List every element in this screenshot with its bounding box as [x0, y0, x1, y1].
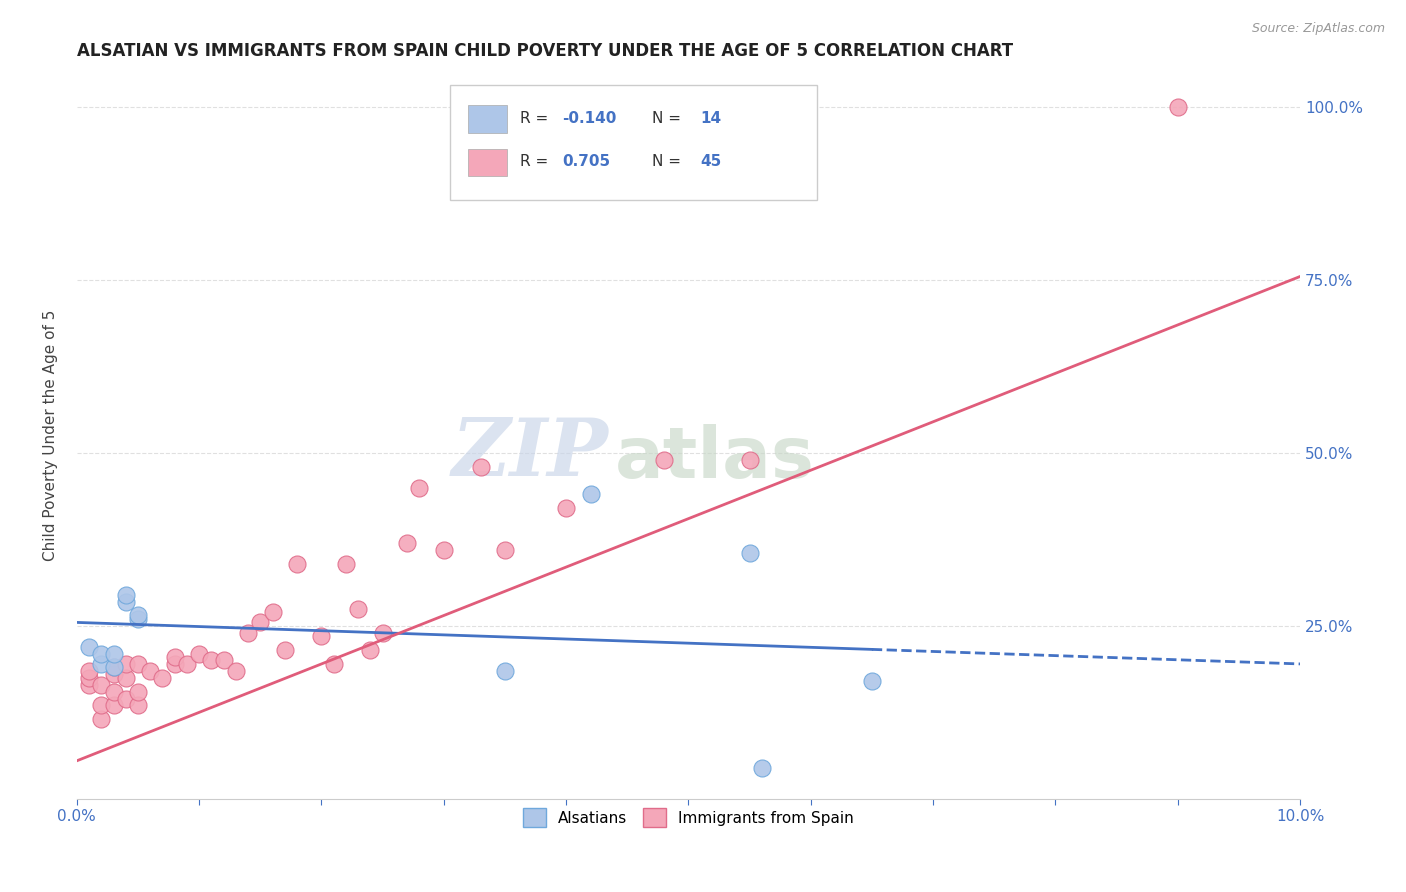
- Point: [335, 557, 357, 571]
- Point: [114, 691, 136, 706]
- Point: [163, 657, 186, 671]
- Text: R =: R =: [520, 154, 553, 169]
- FancyBboxPatch shape: [450, 85, 817, 200]
- Point: [103, 667, 125, 681]
- Point: [77, 671, 100, 685]
- Point: [188, 647, 211, 661]
- Text: N =: N =: [652, 111, 686, 126]
- Point: [77, 664, 100, 678]
- Point: [90, 657, 112, 671]
- Point: [433, 542, 456, 557]
- Point: [322, 657, 344, 671]
- Point: [90, 647, 112, 661]
- Point: [77, 640, 100, 654]
- Point: [579, 487, 602, 501]
- Point: [225, 664, 247, 678]
- Point: [90, 712, 112, 726]
- Text: Source: ZipAtlas.com: Source: ZipAtlas.com: [1251, 22, 1385, 36]
- Text: -0.140: -0.140: [562, 111, 617, 126]
- FancyBboxPatch shape: [468, 149, 508, 177]
- Point: [127, 698, 149, 713]
- Point: [652, 453, 675, 467]
- Point: [114, 588, 136, 602]
- Text: 0.705: 0.705: [562, 154, 610, 169]
- Point: [90, 698, 112, 713]
- Point: [103, 698, 125, 713]
- Point: [114, 657, 136, 671]
- Text: ZIP: ZIP: [453, 415, 609, 492]
- Point: [347, 601, 370, 615]
- Point: [200, 653, 222, 667]
- Point: [396, 536, 419, 550]
- Point: [114, 595, 136, 609]
- Point: [127, 608, 149, 623]
- Point: [127, 684, 149, 698]
- Point: [103, 684, 125, 698]
- Point: [103, 660, 125, 674]
- Point: [163, 650, 186, 665]
- Point: [77, 678, 100, 692]
- Point: [494, 542, 516, 557]
- Point: [285, 557, 308, 571]
- Point: [751, 761, 773, 775]
- Point: [1167, 100, 1189, 114]
- Point: [262, 605, 284, 619]
- Point: [90, 678, 112, 692]
- Text: R =: R =: [520, 111, 553, 126]
- Point: [127, 612, 149, 626]
- Point: [103, 647, 125, 661]
- Point: [738, 453, 761, 467]
- Point: [127, 657, 149, 671]
- Text: atlas: atlas: [614, 425, 815, 493]
- Point: [311, 629, 333, 643]
- Point: [152, 671, 174, 685]
- Point: [371, 625, 394, 640]
- Point: [359, 643, 381, 657]
- Point: [738, 546, 761, 560]
- Point: [212, 653, 235, 667]
- Point: [470, 459, 492, 474]
- Point: [176, 657, 198, 671]
- Point: [114, 671, 136, 685]
- Point: [860, 674, 883, 689]
- Y-axis label: Child Poverty Under the Age of 5: Child Poverty Under the Age of 5: [44, 310, 58, 561]
- Point: [139, 664, 162, 678]
- Legend: Alsatians, Immigrants from Spain: Alsatians, Immigrants from Spain: [516, 801, 862, 835]
- Text: 45: 45: [700, 154, 721, 169]
- Point: [274, 643, 297, 657]
- Point: [555, 501, 578, 516]
- Text: 14: 14: [700, 111, 721, 126]
- Point: [408, 481, 430, 495]
- Point: [103, 660, 125, 674]
- Point: [249, 615, 271, 630]
- Point: [236, 625, 259, 640]
- Text: ALSATIAN VS IMMIGRANTS FROM SPAIN CHILD POVERTY UNDER THE AGE OF 5 CORRELATION C: ALSATIAN VS IMMIGRANTS FROM SPAIN CHILD …: [77, 42, 1012, 60]
- FancyBboxPatch shape: [468, 105, 508, 133]
- Text: N =: N =: [652, 154, 686, 169]
- Point: [494, 664, 516, 678]
